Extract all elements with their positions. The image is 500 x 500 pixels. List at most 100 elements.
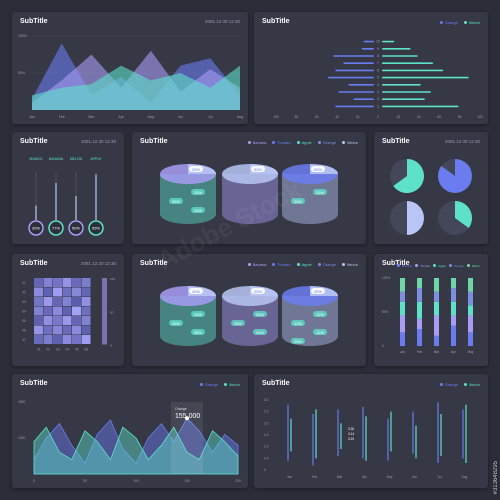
y-tick-label: 50% bbox=[18, 71, 25, 75]
slice-label-pill bbox=[313, 189, 327, 195]
slice-label: 25% bbox=[294, 199, 302, 204]
stacked-segment bbox=[400, 278, 405, 292]
slice-label-pill bbox=[189, 288, 203, 294]
bar-orange bbox=[335, 105, 374, 108]
slice-label: 25% bbox=[194, 312, 202, 317]
stacked-segment bbox=[417, 301, 422, 319]
progress-dial bbox=[88, 220, 104, 236]
value-label: 3.14 bbox=[348, 432, 354, 436]
card-date: 2091.12.30 12:30 bbox=[204, 19, 240, 24]
y-tick-label: 2.0 bbox=[264, 421, 269, 425]
bar-orange bbox=[361, 48, 374, 50]
row-label: 02 bbox=[22, 291, 26, 295]
legend: Banana Tomato Apple Orange Melon bbox=[248, 140, 358, 145]
legend-item: Tomato bbox=[272, 140, 290, 145]
heatmap-cell bbox=[53, 325, 62, 335]
x-tick-label: Feb bbox=[417, 350, 423, 354]
x-tick-label: Jul bbox=[437, 475, 441, 479]
area-series bbox=[32, 65, 240, 110]
slice-label-pill bbox=[311, 166, 325, 172]
legend-item: Melon bbox=[342, 262, 358, 267]
bar-melon bbox=[382, 69, 444, 72]
category-label: MELON bbox=[70, 157, 83, 161]
slice-label: 50% bbox=[254, 167, 262, 172]
heatmap-cell bbox=[62, 325, 72, 335]
area-chart: 100% 50% Jan Feb Mar Apr May Jun Jul Aug bbox=[18, 34, 243, 119]
legend: Orange Melon bbox=[440, 382, 480, 387]
stacked-segment bbox=[468, 278, 473, 292]
slice-label-pill bbox=[191, 329, 205, 335]
row-label: 07 bbox=[22, 338, 26, 342]
stacked-bar-card: SubTitle Banana Tomato Apple Orange Melon 10… bbox=[374, 254, 488, 366]
category-label: 10 bbox=[376, 40, 380, 44]
stacked-segment bbox=[434, 291, 439, 302]
cylinder-pie-chart-2: 40% 25% 25% 35% 25% 25% 25% 25% 40% 12% 12% 12% 25% bbox=[160, 286, 338, 346]
x-tick-label: Jun bbox=[412, 475, 417, 479]
card-title: SubTitle bbox=[20, 380, 48, 387]
heatmap-cell bbox=[34, 278, 43, 287]
y-tick-label: 200K bbox=[18, 400, 26, 404]
colorbar-label: 100 bbox=[110, 277, 115, 281]
bar-orange bbox=[348, 84, 374, 86]
bar-orange bbox=[353, 98, 374, 100]
card-date: 2091.12.30 12:30 bbox=[80, 261, 116, 266]
x-tick-label: Jan bbox=[29, 115, 35, 119]
category-label: BANANA bbox=[49, 157, 64, 161]
legend: Banana Tomato Apple Orange Melon bbox=[248, 262, 358, 267]
card-title: SubTitle bbox=[20, 260, 48, 267]
category-label: 8 bbox=[377, 54, 379, 58]
slice-label: 25% bbox=[172, 199, 180, 204]
y-tick-label: 1.0 bbox=[264, 445, 269, 449]
x-tick-label: 100 bbox=[133, 479, 139, 483]
card-title: SubTitle bbox=[382, 138, 410, 145]
slice-label-pill bbox=[251, 288, 265, 294]
heatmap-cell bbox=[34, 287, 43, 297]
bar-melon bbox=[382, 84, 421, 86]
row-label: 04 bbox=[22, 310, 26, 314]
legend: Banana Tomato Apple Orange Melon bbox=[397, 264, 480, 268]
heatmap-cell bbox=[43, 306, 53, 316]
heatmap-cell bbox=[53, 287, 62, 297]
progress-bar-chart: MANGO 30% BANANA 77% MELON 50% APPLE 95% bbox=[28, 157, 104, 236]
stacked-segment bbox=[451, 315, 456, 326]
pie-slice bbox=[455, 201, 472, 228]
wave-series bbox=[33, 417, 239, 475]
x-tick-label: Aug bbox=[462, 475, 468, 479]
col-label: 05 bbox=[75, 348, 79, 352]
wave-area-chart: 200K100KOrange155,000050100150200 bbox=[18, 400, 241, 483]
y-tick-label: 1.5 bbox=[264, 433, 269, 437]
heatmap-cell bbox=[81, 278, 91, 287]
heatmap-cell bbox=[34, 306, 43, 316]
legend: Orange Melon bbox=[440, 20, 480, 25]
category-label: 5 bbox=[377, 76, 379, 80]
y-tick-label: 3.0 bbox=[264, 398, 269, 402]
y-tick-label: 2.5 bbox=[264, 410, 269, 414]
range-bar-chart: 3.0 2.5 2.0 1.5 1.0 0.5 0 Jan Feb Mar Apr May Jun Jul… bbox=[264, 398, 468, 479]
legend-item: Banana bbox=[248, 140, 267, 145]
heatmap-cell bbox=[34, 335, 43, 344]
heatmap-cell bbox=[72, 287, 81, 297]
x-tick-label: 80 bbox=[295, 115, 299, 119]
slice-label: 25% bbox=[316, 190, 324, 195]
bar-melon bbox=[382, 98, 425, 100]
legend-item: Orange bbox=[318, 140, 336, 145]
stacked-segment bbox=[400, 301, 405, 316]
colorbar bbox=[102, 278, 107, 345]
x-tick-label: Aug bbox=[237, 115, 243, 119]
x-tick-label: May bbox=[148, 115, 155, 119]
legend: Orange Melon bbox=[200, 382, 240, 387]
stacked-segment bbox=[417, 278, 422, 289]
cylinder-body bbox=[282, 174, 338, 224]
x-tick-label: Apr bbox=[451, 350, 457, 354]
legend-item: Orange bbox=[200, 382, 218, 387]
stacked-segment bbox=[451, 278, 456, 289]
col-label: 03 bbox=[56, 348, 60, 352]
heatmap-cell bbox=[53, 316, 62, 325]
area-chart-card: SubTitle 2091.12.30 12:30 100% 50% Jan Feb M… bbox=[12, 12, 248, 124]
callout-point bbox=[185, 416, 189, 421]
colorbar-label: 0 bbox=[110, 344, 112, 348]
progress-dial bbox=[28, 220, 44, 236]
bar-orange bbox=[343, 62, 374, 64]
x-tick-label: May bbox=[467, 350, 473, 354]
